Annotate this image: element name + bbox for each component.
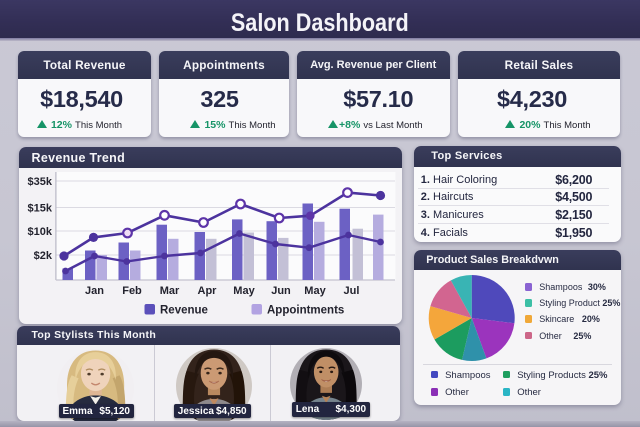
svg-text:Appointments: Appointments: [267, 305, 344, 317]
svg-text:$35k: $35k: [27, 176, 52, 188]
svg-text:Feb: Feb: [122, 285, 142, 297]
svg-text:Jul: Jul: [343, 285, 359, 297]
svg-text:Jan: Jan: [85, 285, 104, 297]
svg-text:$10k: $10k: [27, 226, 52, 238]
svg-text:Revenue: Revenue: [160, 305, 208, 317]
svg-text:Mar: Mar: [159, 285, 179, 297]
svg-text:May: May: [233, 285, 255, 297]
svg-text:$15k: $15k: [27, 203, 52, 215]
svg-text:$2k: $2k: [33, 250, 52, 262]
svg-text:May: May: [304, 285, 326, 297]
svg-text:Apr: Apr: [197, 285, 217, 297]
svg-text:Jun: Jun: [271, 285, 291, 297]
